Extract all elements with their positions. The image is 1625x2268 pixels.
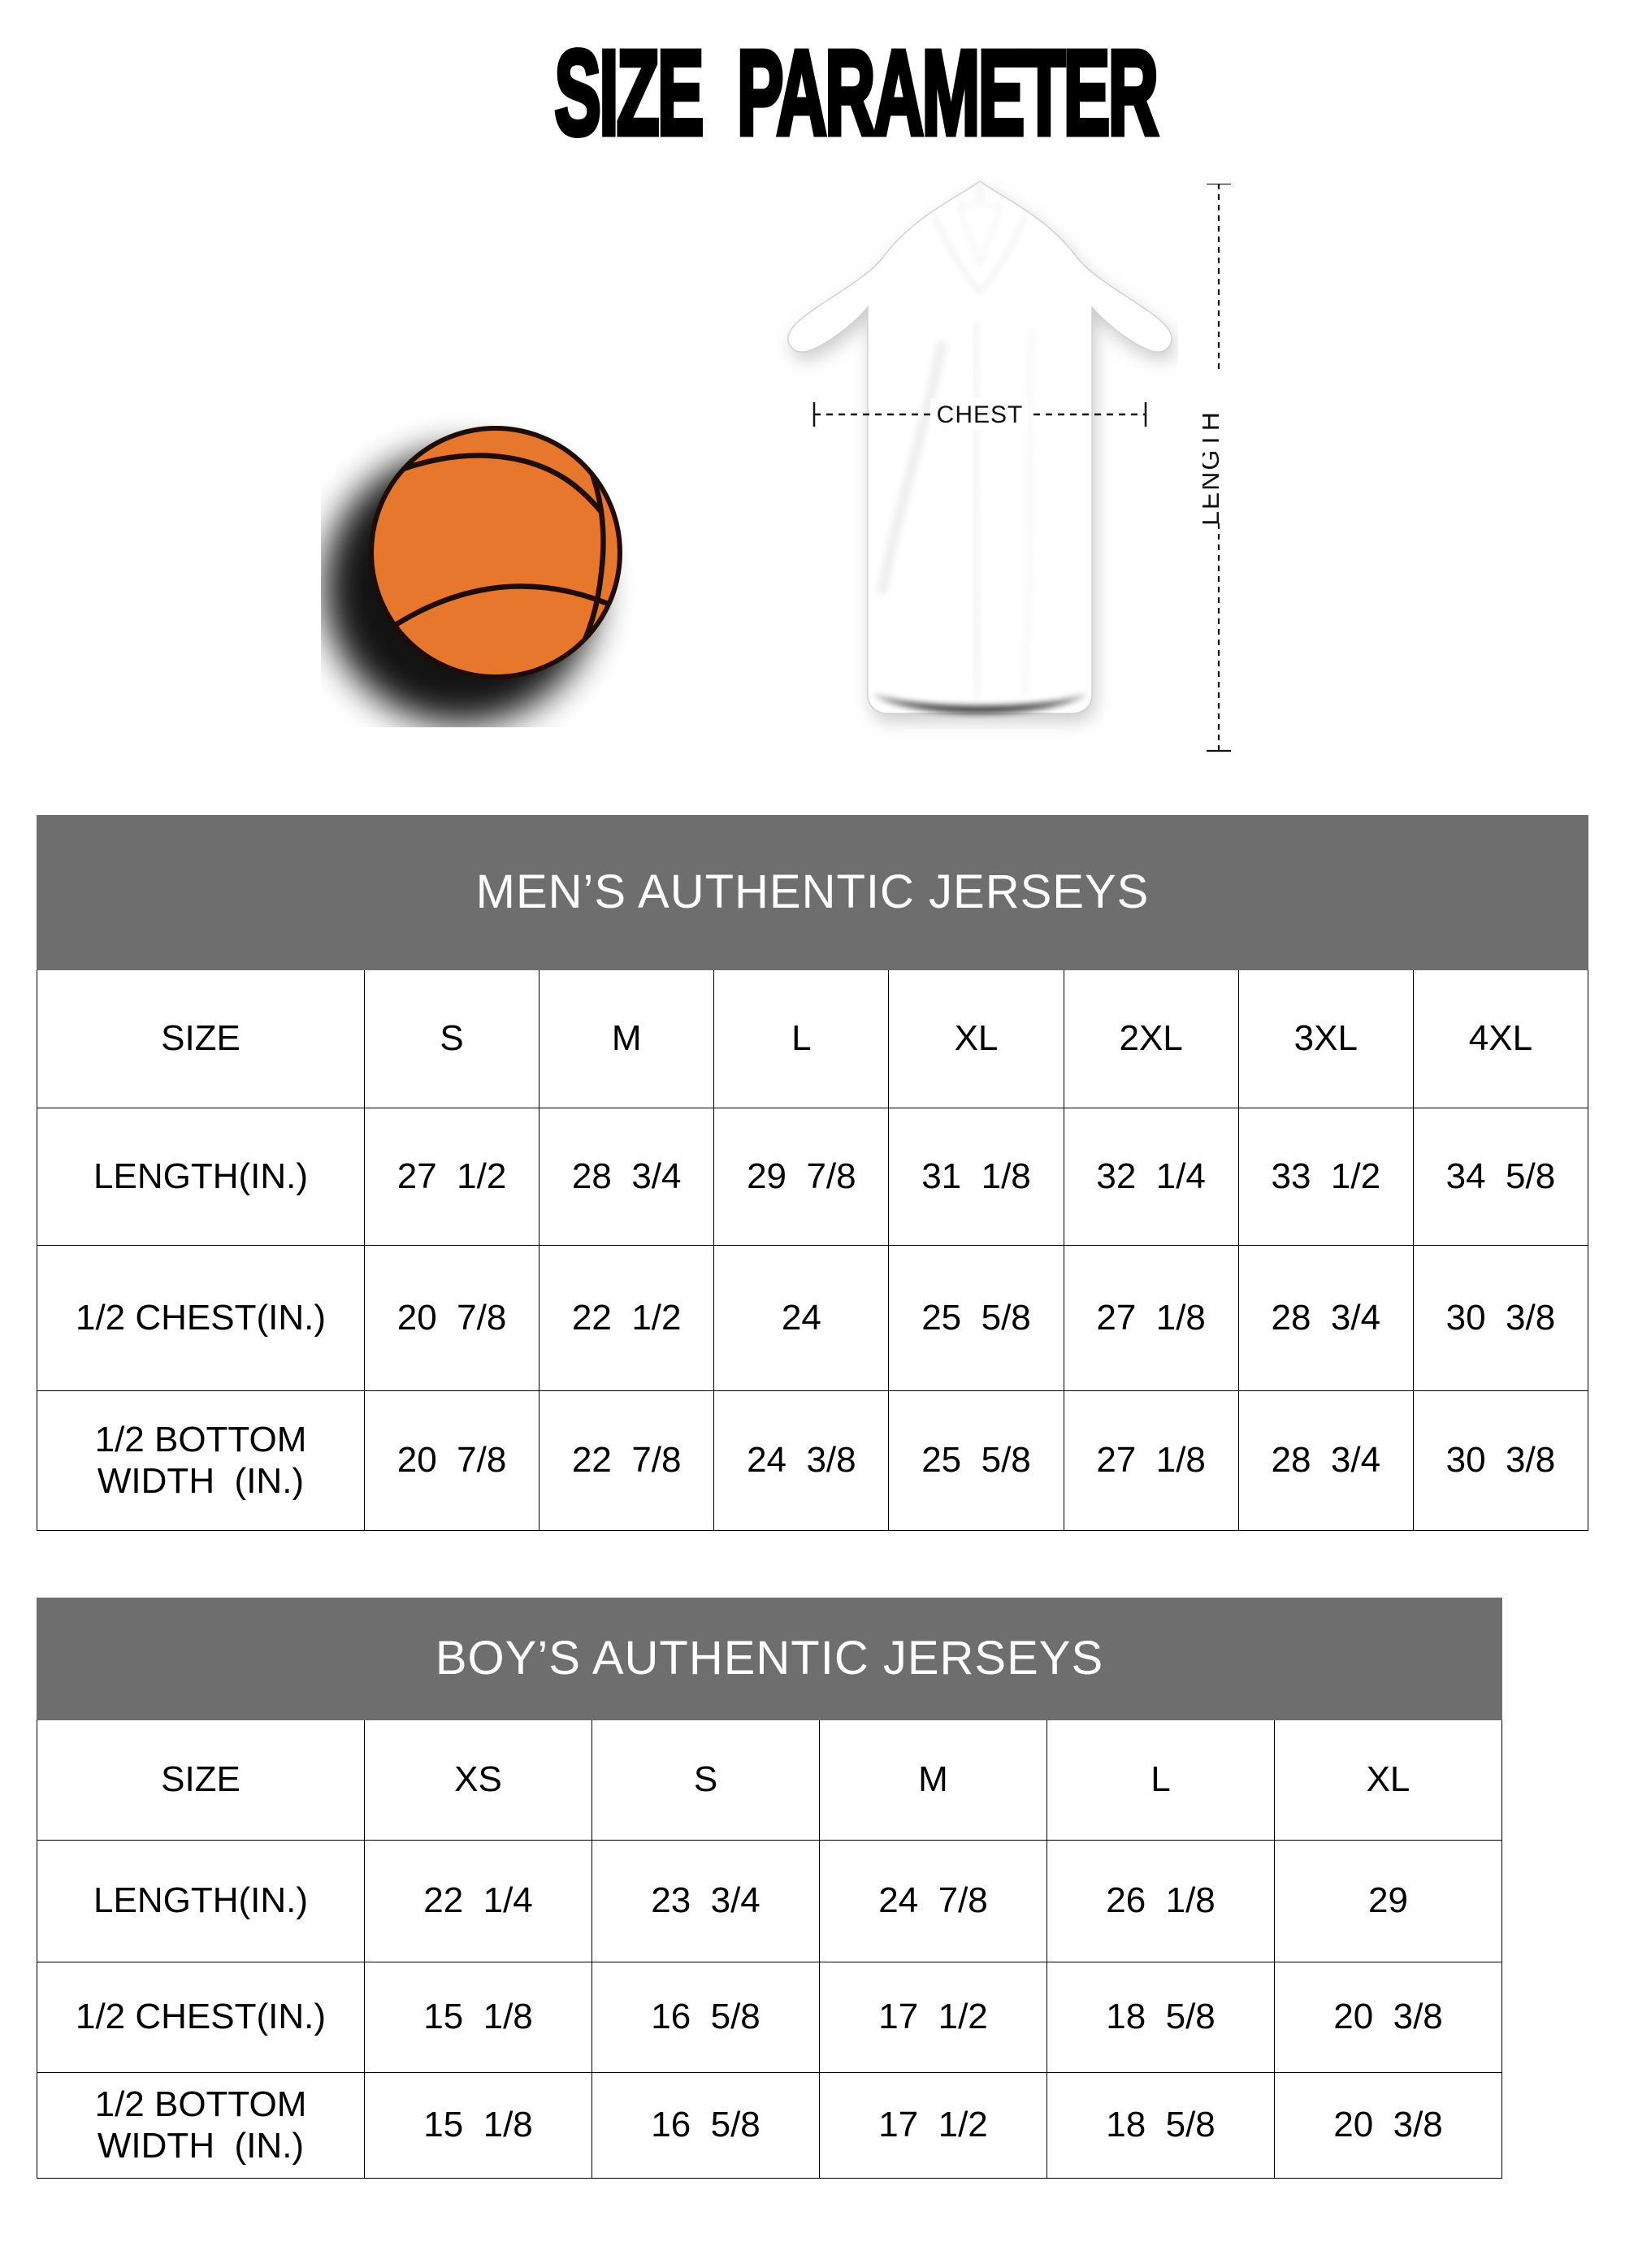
svg-text:LENGTH: LENGTH: [1202, 410, 1224, 526]
svg-text:CHEST: CHEST: [937, 401, 1024, 428]
